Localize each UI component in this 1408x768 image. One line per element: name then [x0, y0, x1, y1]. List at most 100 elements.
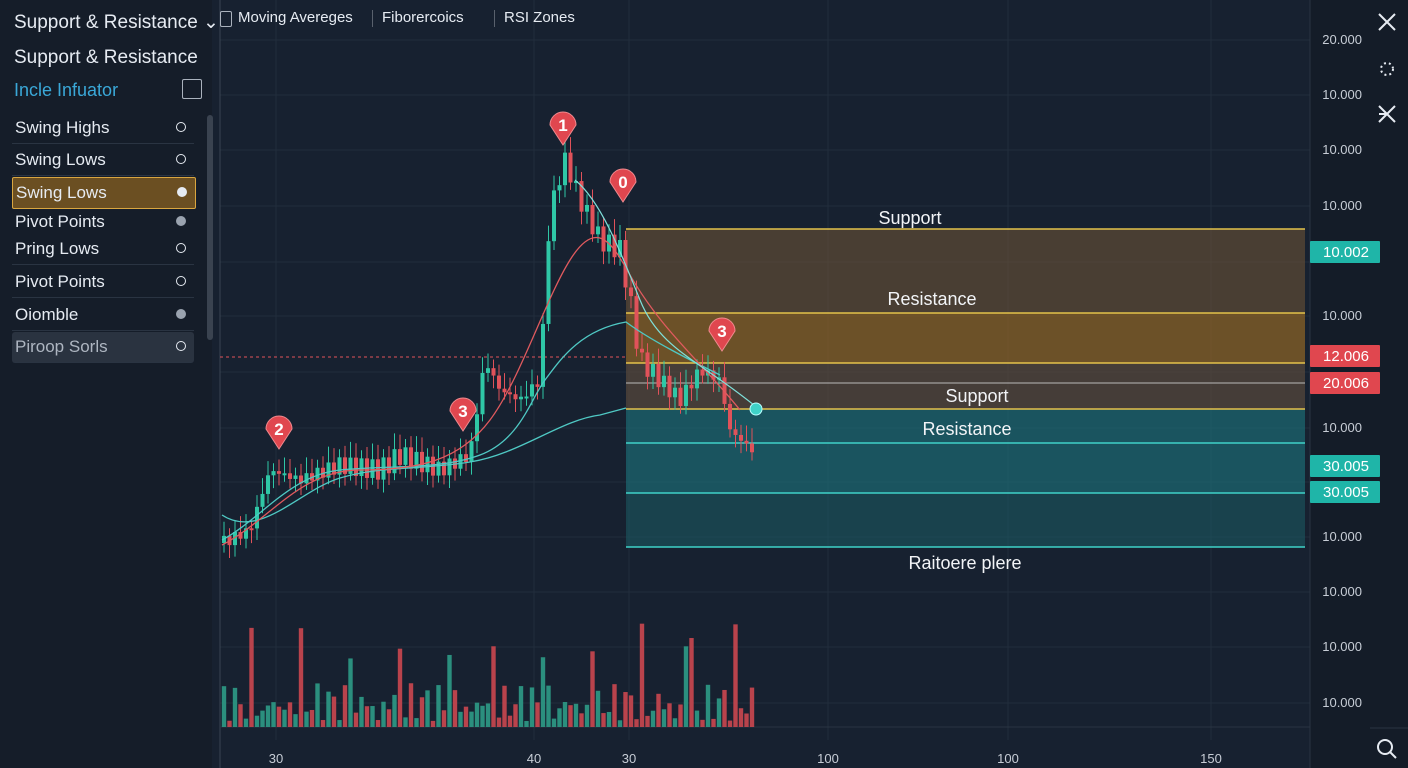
tab[interactable]: Moving Avereges [238, 9, 353, 26]
volume-bar [293, 714, 298, 727]
volume-bar [381, 701, 386, 727]
volume-bar [645, 715, 650, 727]
item-label: Pivot Points [15, 272, 105, 291]
candle-body [667, 375, 672, 398]
list-item[interactable]: Swing Lows [12, 145, 194, 176]
volume-bar [601, 713, 606, 727]
candle-body [557, 185, 562, 191]
zone [626, 493, 1305, 547]
x-axis-label: 40 [527, 751, 541, 766]
scrollbar[interactable] [207, 115, 213, 340]
y-axis-label: 10.000 [1322, 639, 1362, 654]
candle-body [684, 384, 688, 407]
volume-bar [425, 690, 430, 727]
volume-bar [392, 694, 397, 727]
tool-icon[interactable] [1378, 105, 1396, 123]
candle-body [673, 387, 677, 398]
volume-bar [447, 654, 452, 727]
volume-bar [430, 720, 436, 727]
list-item[interactable]: Swing Highs [12, 113, 194, 144]
x-axis-label: 150 [1200, 751, 1222, 766]
volume-bar [634, 719, 639, 727]
volume-bar [474, 702, 480, 727]
list-item[interactable]: Pivot Points [12, 267, 194, 298]
volume-bar [689, 638, 694, 727]
candle-body [546, 241, 551, 324]
close-icon[interactable] [1378, 13, 1396, 31]
volume-bar [628, 695, 634, 727]
price-badge-label: 20.006 [1323, 375, 1369, 392]
candle-body [535, 384, 540, 387]
volume-bar [408, 683, 414, 727]
list-item[interactable]: Swing Lows [12, 177, 196, 209]
candle-body [689, 384, 694, 389]
volume-bar [480, 705, 485, 727]
candle-body [332, 462, 336, 475]
candle-body [354, 457, 358, 477]
header-title: Support & Resistance [14, 12, 198, 33]
candle-body [255, 506, 259, 529]
price-badge [1310, 455, 1380, 477]
list-item[interactable]: Pring Lows [12, 234, 194, 265]
volume-bar [727, 720, 733, 727]
volume-bar [590, 651, 595, 727]
candle-body [695, 369, 699, 389]
edit-button[interactable] [182, 79, 202, 99]
volume-bar [502, 685, 507, 727]
volume-bar [656, 693, 661, 727]
volume-bar [287, 702, 293, 727]
volume-bar [364, 706, 370, 727]
ma-line [221, 321, 721, 541]
list-item[interactable]: Oiomble [12, 300, 194, 331]
volume-bar [579, 713, 584, 727]
candle-body [629, 287, 633, 297]
candle-body [321, 467, 325, 478]
y-axis-label: 10.000 [1322, 87, 1362, 102]
indicator-panel: Support & Resistance ⌄ Support & Resista… [0, 0, 219, 768]
volume-bar [672, 718, 678, 727]
volume-bar [722, 689, 727, 727]
list-item[interactable]: Pivot Points [12, 207, 194, 237]
candle-body [392, 449, 397, 474]
candle-body [563, 152, 567, 186]
volume-bar [584, 704, 590, 727]
panel-header[interactable]: Support & Resistance ⌄ [14, 12, 219, 33]
zone-label: Resistance [922, 419, 1011, 439]
tab[interactable]: Fiborercoics [382, 9, 464, 26]
tab-icon [220, 11, 232, 27]
settings-icon[interactable] [1380, 62, 1394, 76]
volume-bar [612, 684, 617, 727]
ma-line [221, 237, 741, 546]
candle-body [574, 181, 578, 184]
zone-label: Support [878, 208, 941, 228]
candle-body [277, 471, 281, 474]
candle-body [271, 471, 276, 476]
candle-body [530, 384, 534, 397]
volume-bar [513, 704, 518, 727]
candle-body [612, 234, 617, 258]
volume-bar [568, 705, 573, 727]
volume-bar [282, 709, 287, 727]
volume-bar [678, 704, 683, 727]
zone-label: Support [945, 386, 1008, 406]
candle-body [249, 528, 254, 531]
candle-body [640, 348, 644, 353]
candle-body [739, 434, 743, 441]
volume-bar [359, 696, 364, 727]
marker-label: 1 [558, 116, 567, 135]
volume-bar [524, 720, 529, 727]
zoom-icon[interactable] [1377, 739, 1393, 755]
volume-bar [485, 703, 491, 727]
volume-bar [386, 709, 392, 727]
price-badge-label: 10.002 [1323, 244, 1369, 261]
volume-bar [353, 712, 359, 727]
tab[interactable]: RSI Zones [504, 9, 575, 26]
item-label: Swing Highs [15, 118, 110, 137]
toolbar-icons [1377, 13, 1397, 759]
y-axis-label: 10.000 [1322, 198, 1362, 213]
volume-bar [276, 706, 282, 727]
marker-pin [708, 317, 736, 352]
volume-bar [639, 623, 645, 727]
volume-bar [441, 710, 447, 727]
list-item[interactable]: Piroop Sorls [12, 332, 194, 363]
